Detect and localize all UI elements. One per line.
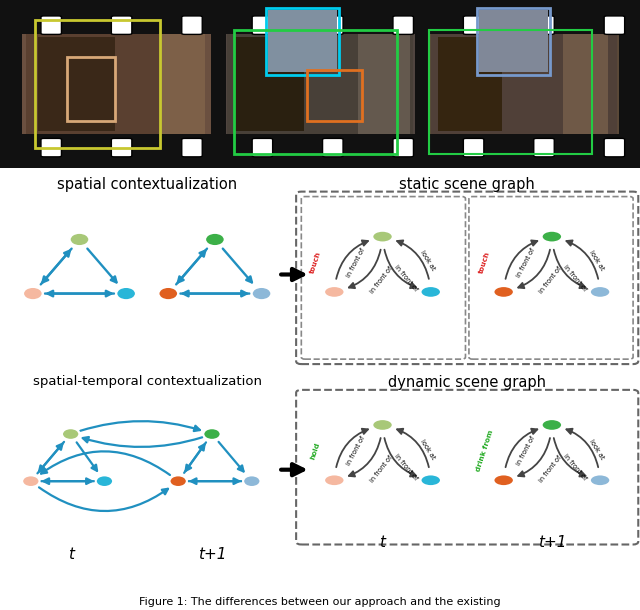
Circle shape (159, 287, 178, 300)
Text: look at: look at (419, 249, 436, 272)
Text: in front of: in front of (538, 454, 563, 483)
Text: look at: look at (588, 438, 605, 460)
Bar (26, 34, 205, 134)
Circle shape (96, 475, 113, 487)
Circle shape (493, 475, 514, 486)
Circle shape (324, 475, 344, 486)
Circle shape (243, 475, 260, 487)
FancyBboxPatch shape (393, 16, 413, 34)
FancyBboxPatch shape (41, 138, 61, 157)
Circle shape (70, 233, 90, 246)
Circle shape (252, 287, 271, 300)
Text: in front of: in front of (346, 435, 366, 467)
Bar (227, 34, 413, 134)
FancyBboxPatch shape (463, 138, 484, 157)
Circle shape (420, 286, 441, 298)
Text: in front of: in front of (393, 453, 419, 481)
Bar (479, 10, 548, 72)
Bar (429, 30, 592, 154)
Bar (430, 34, 619, 134)
FancyBboxPatch shape (296, 390, 638, 545)
Bar (234, 37, 304, 131)
FancyBboxPatch shape (323, 138, 343, 157)
Bar (438, 37, 502, 131)
Bar (563, 34, 608, 134)
Bar (38, 37, 115, 131)
Circle shape (372, 231, 393, 243)
Circle shape (420, 475, 441, 486)
Text: in front of: in front of (369, 266, 394, 295)
Text: in front of: in front of (346, 247, 366, 278)
Bar (266, 9, 339, 76)
Text: t+1: t+1 (198, 547, 226, 562)
Text: t: t (380, 536, 385, 550)
FancyBboxPatch shape (604, 138, 625, 157)
Text: look at: look at (588, 249, 605, 272)
Text: dynamic scene graph: dynamic scene graph (388, 375, 546, 390)
Circle shape (324, 286, 344, 298)
FancyBboxPatch shape (323, 16, 343, 34)
FancyBboxPatch shape (111, 138, 132, 157)
Text: static scene graph: static scene graph (399, 177, 535, 192)
Circle shape (62, 428, 79, 440)
Circle shape (541, 419, 562, 431)
FancyBboxPatch shape (393, 138, 413, 157)
Bar (477, 9, 550, 76)
Text: hold: hold (310, 442, 321, 461)
Text: in front of: in front of (515, 247, 536, 278)
Bar (307, 70, 362, 121)
Bar (358, 34, 410, 134)
Text: look at: look at (419, 438, 436, 460)
Text: in front of: in front of (393, 264, 419, 293)
Text: touch: touch (479, 251, 492, 274)
FancyBboxPatch shape (463, 16, 484, 34)
Bar (35, 20, 160, 148)
FancyBboxPatch shape (301, 196, 465, 359)
Text: touch: touch (309, 251, 322, 274)
Circle shape (590, 475, 611, 486)
Circle shape (205, 233, 225, 246)
Circle shape (23, 287, 43, 300)
FancyBboxPatch shape (41, 16, 61, 34)
FancyBboxPatch shape (534, 138, 554, 157)
FancyBboxPatch shape (469, 196, 633, 359)
FancyBboxPatch shape (252, 16, 273, 34)
FancyBboxPatch shape (296, 192, 638, 364)
Circle shape (541, 231, 562, 243)
Text: in front of: in front of (563, 453, 588, 481)
Bar (431, 34, 617, 134)
FancyBboxPatch shape (182, 16, 202, 34)
FancyBboxPatch shape (111, 16, 132, 34)
Text: in front of: in front of (538, 266, 563, 295)
FancyBboxPatch shape (534, 16, 554, 34)
Text: t+1: t+1 (538, 536, 566, 550)
Bar (234, 30, 397, 154)
Bar (160, 34, 205, 134)
Circle shape (590, 286, 611, 298)
Circle shape (493, 286, 514, 298)
FancyBboxPatch shape (182, 138, 202, 157)
Bar (67, 57, 115, 121)
Text: Figure 1: The differences between our approach and the existing: Figure 1: The differences between our ap… (139, 597, 501, 607)
Text: in front of: in front of (515, 435, 536, 467)
Text: spatial contextualization: spatial contextualization (57, 177, 237, 192)
Bar (226, 34, 415, 134)
Bar (22, 34, 211, 134)
Text: spatial-temporal contextualization: spatial-temporal contextualization (33, 375, 262, 388)
FancyBboxPatch shape (604, 16, 625, 34)
Circle shape (170, 475, 187, 487)
Bar (268, 10, 337, 72)
Text: in front of: in front of (369, 454, 394, 483)
Text: in front of: in front of (563, 264, 588, 293)
Circle shape (116, 287, 136, 300)
FancyBboxPatch shape (252, 138, 273, 157)
Text: drink from: drink from (476, 429, 495, 472)
Text: t: t (68, 547, 74, 562)
Circle shape (22, 475, 40, 487)
Circle shape (204, 428, 221, 440)
Circle shape (372, 419, 393, 431)
